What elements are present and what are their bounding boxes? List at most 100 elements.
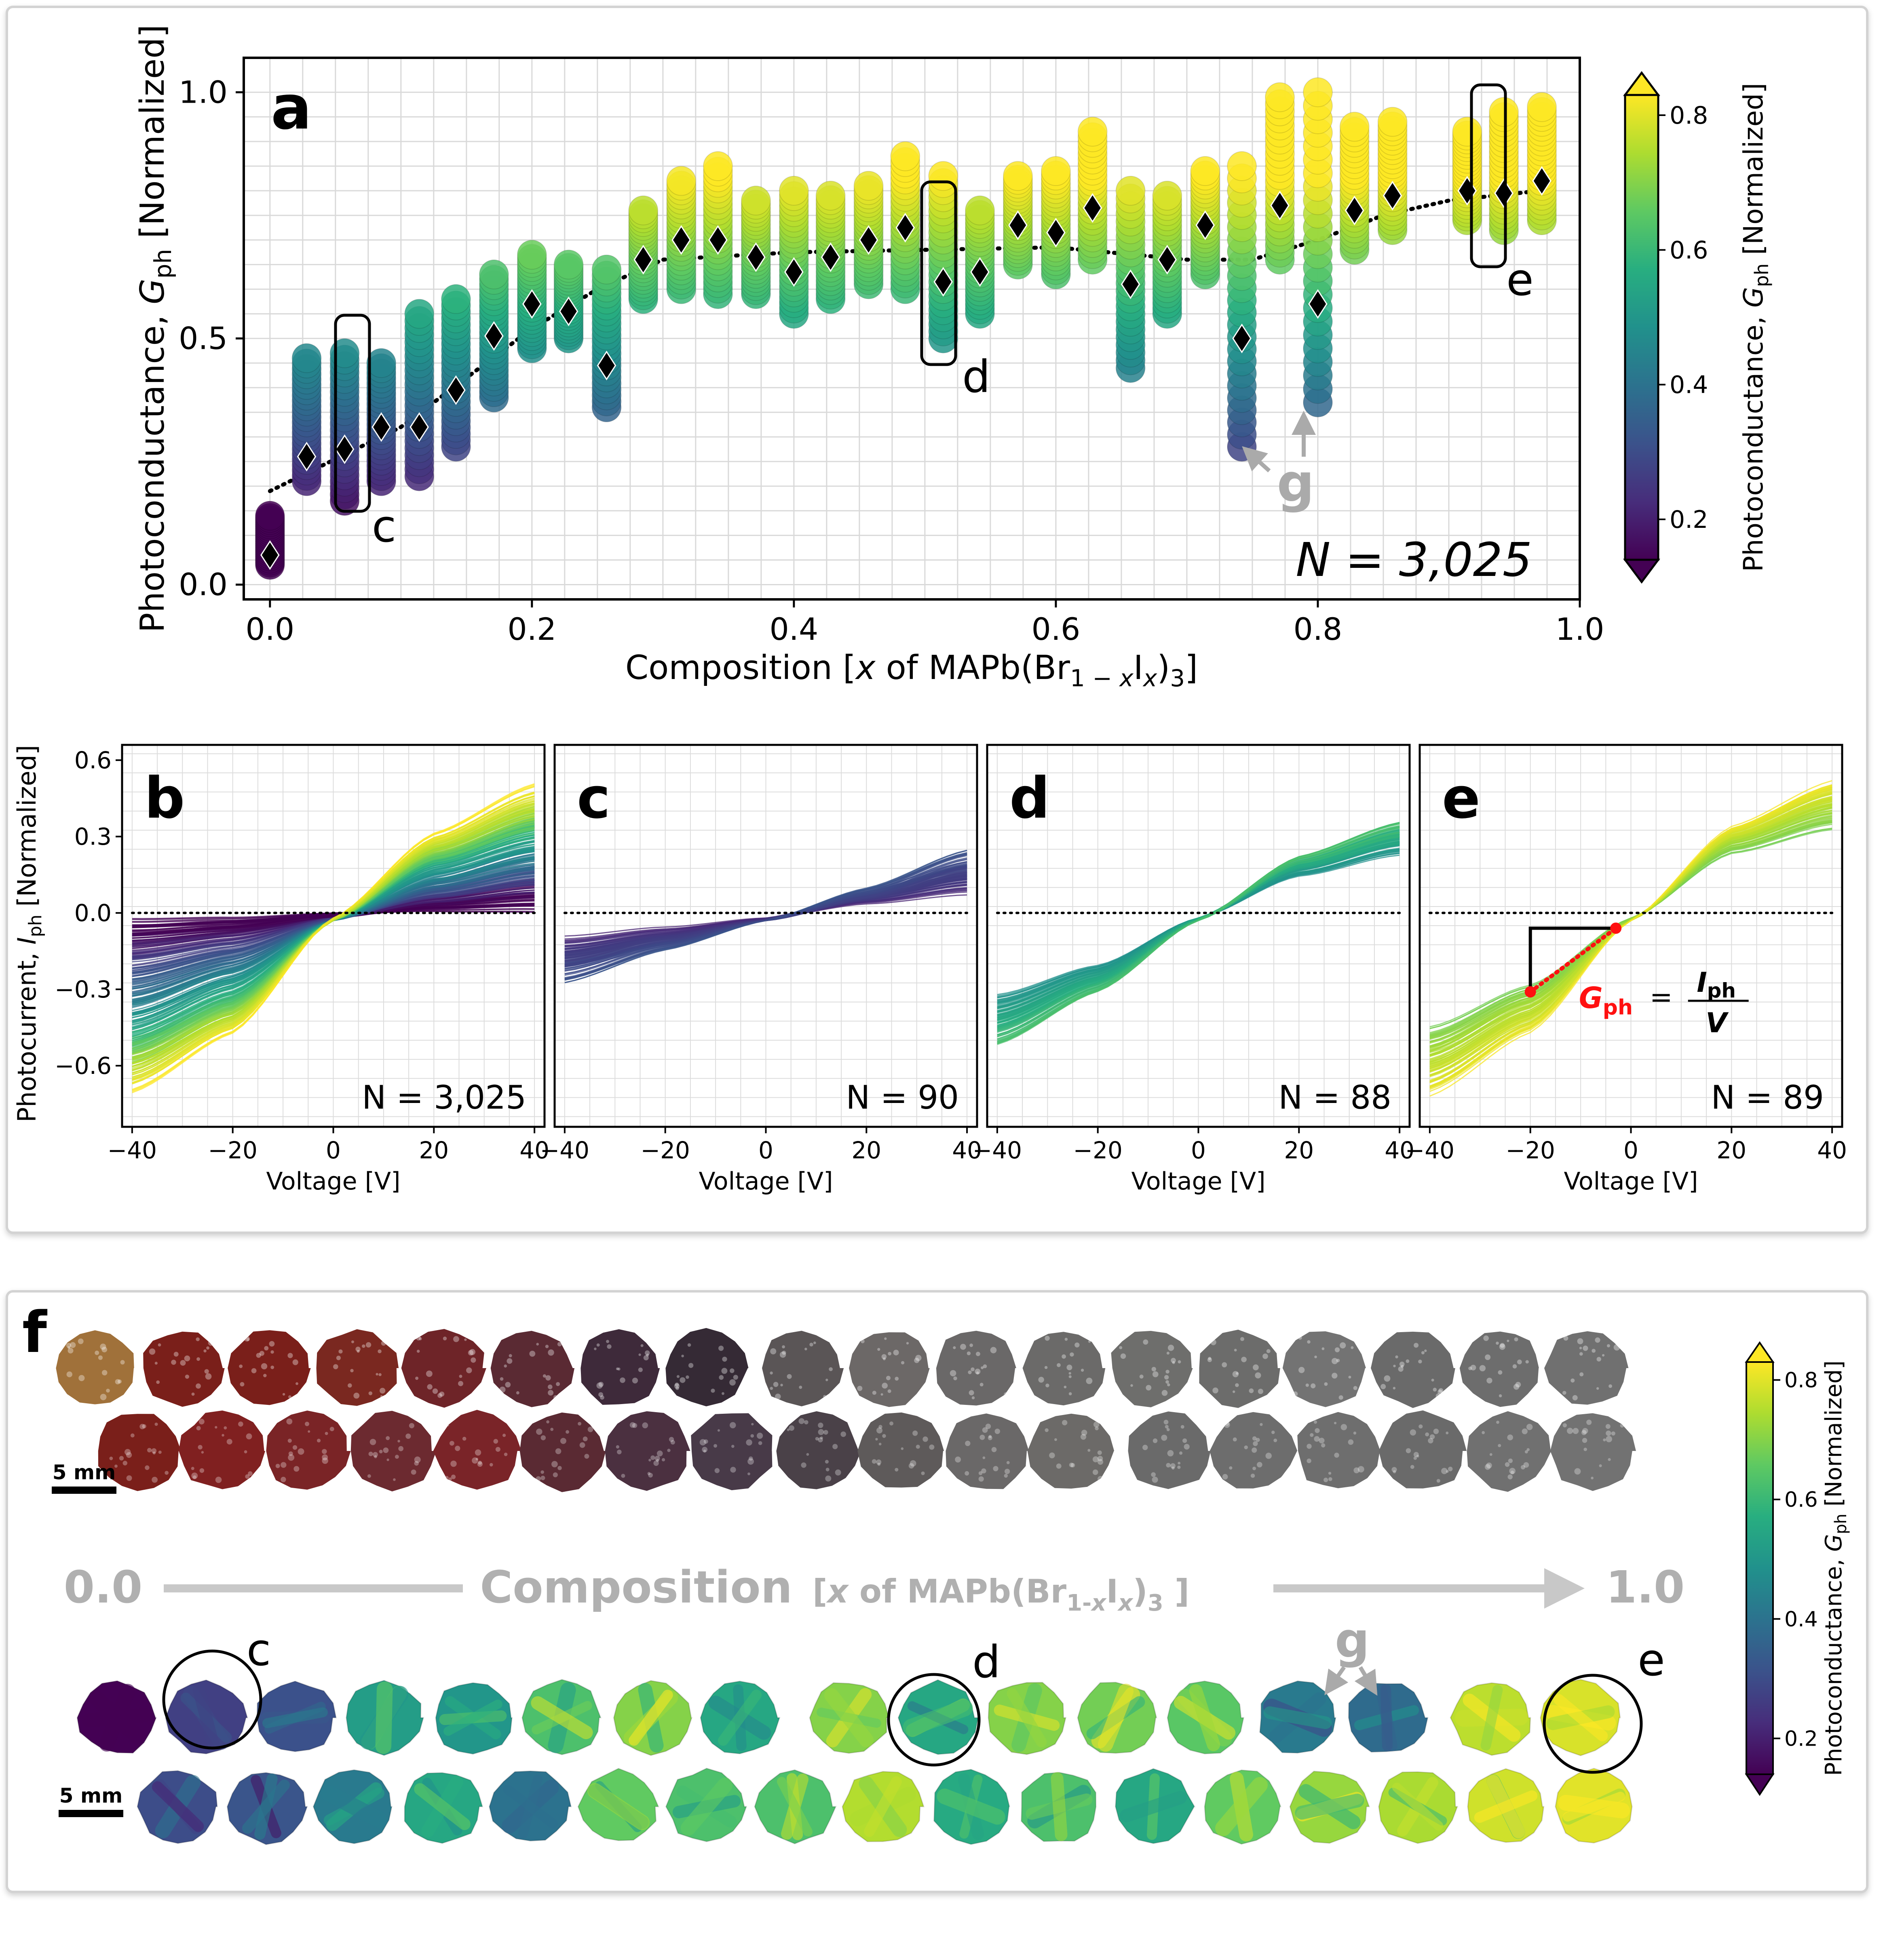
- sparkle: [357, 1350, 360, 1353]
- sparkle: [642, 1422, 648, 1428]
- sparkle: [1307, 1340, 1311, 1344]
- median-marker: [1494, 178, 1513, 208]
- sparkle: [1232, 1371, 1239, 1377]
- sparkle: [596, 1343, 600, 1347]
- sparkle: [1250, 1474, 1255, 1478]
- sparkle: [1515, 1381, 1521, 1388]
- sparkle: [1579, 1352, 1583, 1356]
- sparkle: [1311, 1383, 1316, 1389]
- map-streak: [1120, 1791, 1187, 1822]
- sparkle: [475, 1449, 481, 1456]
- sparkle: [775, 1394, 781, 1400]
- sparkle: [981, 1468, 986, 1474]
- sparkle: [653, 1460, 659, 1466]
- sparkle: [66, 1343, 72, 1348]
- sparkle: [880, 1393, 883, 1396]
- sparkle: [158, 1343, 161, 1347]
- sparkle: [991, 1447, 997, 1452]
- scatter-point: [553, 249, 584, 280]
- x-tick-label: 40: [952, 1137, 982, 1164]
- map-streak: [1380, 1684, 1393, 1752]
- sparkle: [1499, 1343, 1505, 1350]
- sparkle: [548, 1390, 554, 1396]
- sparkle: [747, 1472, 750, 1476]
- sparkle: [699, 1439, 706, 1446]
- callout-label-d: d: [962, 351, 990, 403]
- sparkle: [322, 1457, 328, 1464]
- sparkle: [1166, 1428, 1170, 1432]
- panel-d: −40 −20 0 20 40 Voltage [V] d N = 88: [973, 744, 1414, 1196]
- median-marker: [1083, 193, 1102, 223]
- sparkle: [1521, 1465, 1525, 1470]
- median-marker: [297, 441, 317, 472]
- sparkle: [1507, 1474, 1513, 1480]
- optical-sample: [228, 1330, 311, 1405]
- sparkle: [1224, 1422, 1230, 1428]
- sparkle: [823, 1395, 826, 1398]
- sparkle: [1307, 1458, 1311, 1463]
- callout-box-c: [334, 314, 371, 513]
- colorbar-a-label: Photoconductance, Gph [Normalized]: [1738, 83, 1773, 572]
- sparkle: [1523, 1462, 1529, 1468]
- sparkle: [120, 1360, 125, 1365]
- sparkle: [1328, 1472, 1332, 1475]
- x-tick-label: −20: [1073, 1137, 1122, 1164]
- sparkle: [749, 1456, 753, 1461]
- optical-sample: [849, 1332, 930, 1407]
- panel-a-axes-frame: [243, 57, 1581, 601]
- sparkle: [1151, 1367, 1156, 1372]
- sparkle: [151, 1448, 157, 1453]
- sparkle: [1262, 1353, 1268, 1359]
- sparkle: [409, 1423, 414, 1428]
- scatter-point: [1077, 116, 1108, 147]
- sparkle: [1167, 1383, 1170, 1387]
- sparkle: [1314, 1355, 1317, 1358]
- sparkle: [270, 1365, 274, 1369]
- sparkle: [246, 1433, 252, 1440]
- sparkle: [782, 1345, 785, 1349]
- sparkle: [1332, 1373, 1338, 1379]
- sparkle: [1334, 1453, 1339, 1458]
- sparkle: [191, 1472, 198, 1479]
- sparkle: [536, 1428, 542, 1435]
- x-axis-label: Voltage [V]: [266, 1167, 401, 1196]
- sparkle: [158, 1451, 162, 1454]
- sparkle: [703, 1449, 706, 1453]
- sparkle: [982, 1456, 986, 1459]
- sparkle: [287, 1353, 293, 1358]
- map-streak: [503, 1784, 558, 1829]
- sparkle: [1260, 1423, 1263, 1426]
- sparkle: [154, 1362, 158, 1365]
- sparkle: [1563, 1336, 1568, 1341]
- sparkle: [829, 1367, 833, 1371]
- sparkle: [1252, 1466, 1256, 1470]
- sparkle: [1512, 1364, 1517, 1369]
- colorbar-tick-label: 0.6: [1784, 1488, 1818, 1512]
- sparkle: [147, 1448, 152, 1453]
- sparkle: [1165, 1370, 1169, 1374]
- sparkle: [548, 1349, 554, 1356]
- optical-sample: [1467, 1411, 1551, 1492]
- optical-sample: [857, 1412, 944, 1488]
- optical-sample: [1199, 1329, 1280, 1408]
- scatter-point: [1527, 92, 1557, 122]
- scatter-point: [779, 175, 809, 206]
- sparkle: [1310, 1433, 1314, 1437]
- sparkle: [130, 1433, 135, 1438]
- sparkle: [70, 1342, 76, 1348]
- median-marker: [522, 289, 542, 319]
- sparkle: [540, 1470, 544, 1474]
- sparkle: [368, 1451, 373, 1456]
- sparkle: [620, 1377, 625, 1383]
- sparkle: [711, 1388, 715, 1393]
- sparkle: [1229, 1466, 1233, 1470]
- median-marker: [1195, 210, 1215, 240]
- sparkle: [872, 1459, 877, 1464]
- sparkle: [770, 1371, 773, 1375]
- sparkle: [1305, 1383, 1309, 1387]
- x-tick-label: 40: [519, 1137, 549, 1164]
- sparkle: [882, 1434, 886, 1438]
- sparkle: [1249, 1388, 1254, 1393]
- sparkle: [119, 1456, 124, 1461]
- sparkle: [205, 1373, 212, 1380]
